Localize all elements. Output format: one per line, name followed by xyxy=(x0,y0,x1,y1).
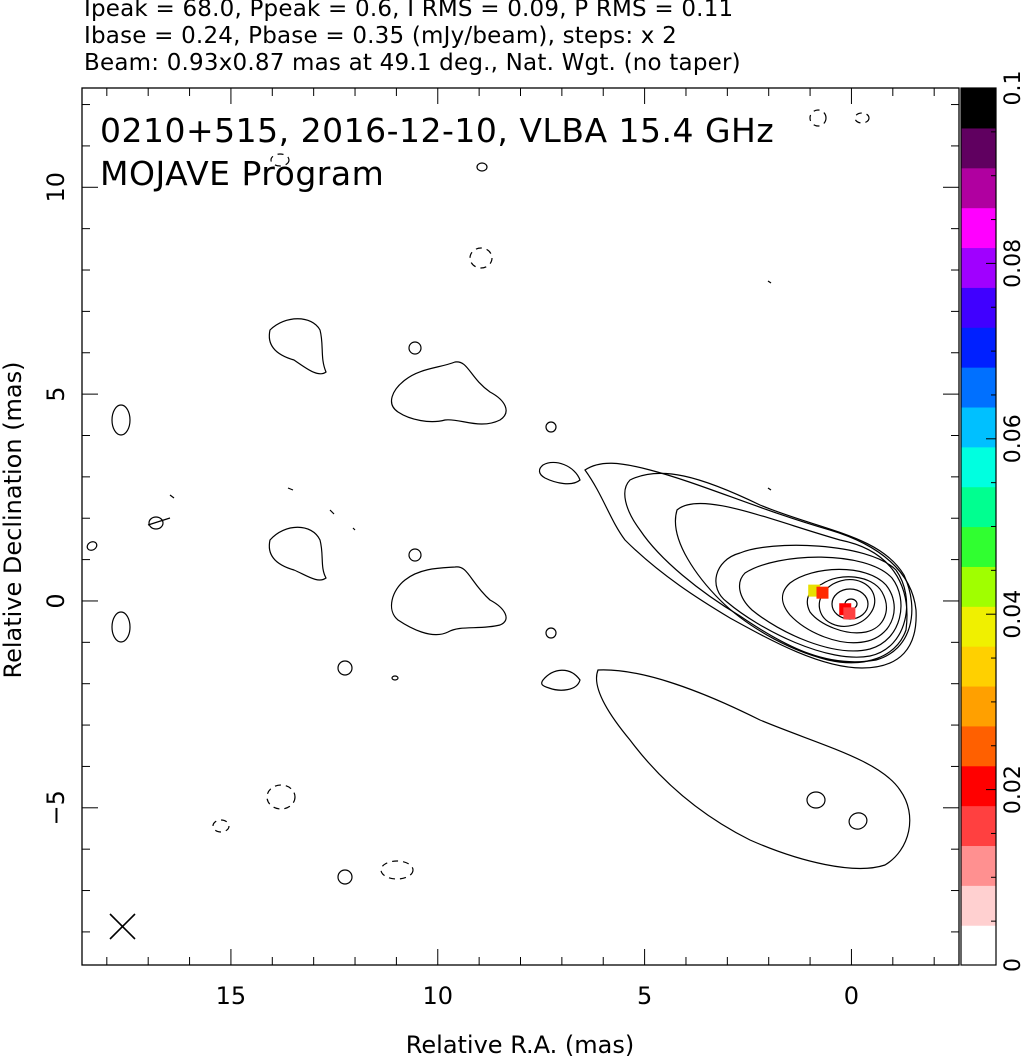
y-tick-label: −5 xyxy=(42,790,70,825)
colorbar-ticks: 0 0.02 0.04 0.06 0.08 0.1 xyxy=(986,71,1021,972)
blob xyxy=(337,660,353,676)
contour-level-2 xyxy=(674,502,908,664)
colorbar-tick-label: 0.1 xyxy=(1001,71,1021,106)
header-line-3: Beam: 0.93x0.87 mas at 49.1 deg., Nat. W… xyxy=(84,50,741,76)
patch-north-1 xyxy=(268,318,327,375)
blob xyxy=(169,494,175,499)
colorbar-segment xyxy=(961,327,996,368)
blob xyxy=(329,509,335,515)
contour-level-1 xyxy=(624,472,913,663)
contour-level-5 xyxy=(781,568,895,644)
jet-outer-contour xyxy=(584,462,917,669)
negative-contour xyxy=(809,109,827,127)
colorbar-segment xyxy=(961,446,996,488)
negative-contour xyxy=(380,860,414,880)
contour-level-7 xyxy=(818,579,876,627)
polarization-pixel xyxy=(816,586,829,599)
plot-frame xyxy=(81,87,960,966)
colorbar-segment xyxy=(961,765,996,807)
colorbar-tick-label: 0.02 xyxy=(1001,765,1021,814)
header-line-2: Ibase = 0.24, Pbase = 0.35 (mJy/beam), s… xyxy=(84,23,677,49)
colorbar-segment xyxy=(961,88,996,129)
map-title: 0210+515, 2016-12-10, VLBA 15.4 GHz xyxy=(100,111,774,150)
contours xyxy=(86,109,917,885)
blob xyxy=(767,280,772,284)
colorbar-segment xyxy=(961,406,996,448)
colorbar-segment xyxy=(961,606,996,647)
colorbar-segment xyxy=(961,287,996,328)
colorbar-segment xyxy=(961,207,996,249)
contour-level-4 xyxy=(738,556,902,652)
y-axis-label: Relative Declination (mas) xyxy=(0,361,27,678)
plume-spot-2 xyxy=(848,812,868,830)
blob xyxy=(408,341,422,355)
jet-outer-contour-left xyxy=(538,461,581,485)
polarization-pixel xyxy=(843,607,856,620)
colorbar xyxy=(961,88,996,966)
blob xyxy=(545,627,557,639)
blob xyxy=(147,517,171,526)
beam-marker xyxy=(109,913,136,940)
blob xyxy=(476,162,488,172)
colorbar-tick-label: 0.08 xyxy=(1001,239,1021,288)
colorbar-segment xyxy=(961,526,996,567)
blob xyxy=(767,487,772,491)
x-tick-label: 15 xyxy=(216,982,247,1010)
patch-mid-1 xyxy=(268,526,327,581)
colorbar-tick-label: 0 xyxy=(1001,958,1021,972)
blob xyxy=(148,516,164,530)
patch-north-2 xyxy=(390,361,507,425)
axis-ticks xyxy=(82,88,959,965)
map-subtitle: MOJAVE Program xyxy=(100,154,384,193)
colorbar-segment xyxy=(961,486,996,528)
x-tick-label: 5 xyxy=(637,982,652,1010)
colorbar-segment xyxy=(961,885,996,926)
colorbar-segment xyxy=(961,566,996,607)
x-tick-label: 10 xyxy=(422,982,453,1010)
patch-mid-2 xyxy=(390,566,507,636)
blob xyxy=(545,421,557,433)
plume-spot-1 xyxy=(806,791,826,809)
x-tick-label: 0 xyxy=(844,982,859,1010)
colorbar-segment xyxy=(961,367,996,408)
colorbar-segment xyxy=(961,685,996,727)
colorbar-tick-label: 0.04 xyxy=(1001,590,1021,639)
y-tick-label: 0 xyxy=(42,593,70,608)
southern-plume-left xyxy=(541,669,581,691)
negative-contour xyxy=(212,819,230,833)
colorbar-segment xyxy=(961,247,996,288)
colorbar-segment xyxy=(961,725,996,767)
y-tick-label: 10 xyxy=(42,172,70,203)
colorbar-segment xyxy=(961,646,996,687)
axis-tick-labels: 15 10 5 0 −5 0 5 10 xyxy=(42,172,859,1010)
southern-plume-contour xyxy=(596,669,911,870)
y-tick-label: 5 xyxy=(42,386,70,401)
colorbar-segment xyxy=(961,925,996,966)
blob xyxy=(408,548,422,562)
colorbar-segment xyxy=(961,127,996,169)
blob xyxy=(352,527,356,531)
negative-contour xyxy=(266,784,296,810)
blob xyxy=(337,869,353,885)
blob xyxy=(111,404,131,436)
colorbar-tick-label: 0.06 xyxy=(1001,414,1021,463)
negative-contour xyxy=(854,112,870,124)
negative-contour xyxy=(270,153,290,167)
contour-level-6 xyxy=(806,576,887,634)
colorbar-segment xyxy=(961,805,996,847)
blob xyxy=(86,541,98,551)
polarization-pixels xyxy=(808,584,856,620)
x-axis-label: Relative R.A. (mas) xyxy=(406,1031,634,1059)
blob xyxy=(111,611,131,643)
blob xyxy=(287,487,294,491)
negative-contour xyxy=(469,247,493,269)
colorbar-segment xyxy=(961,845,996,886)
colorbar-segment xyxy=(961,167,996,209)
blob xyxy=(391,675,399,681)
contour-level-3 xyxy=(715,544,908,658)
header-line-1: Ipeak = 68.0, Ppeak = 0.6, I RMS = 0.09,… xyxy=(84,0,734,22)
